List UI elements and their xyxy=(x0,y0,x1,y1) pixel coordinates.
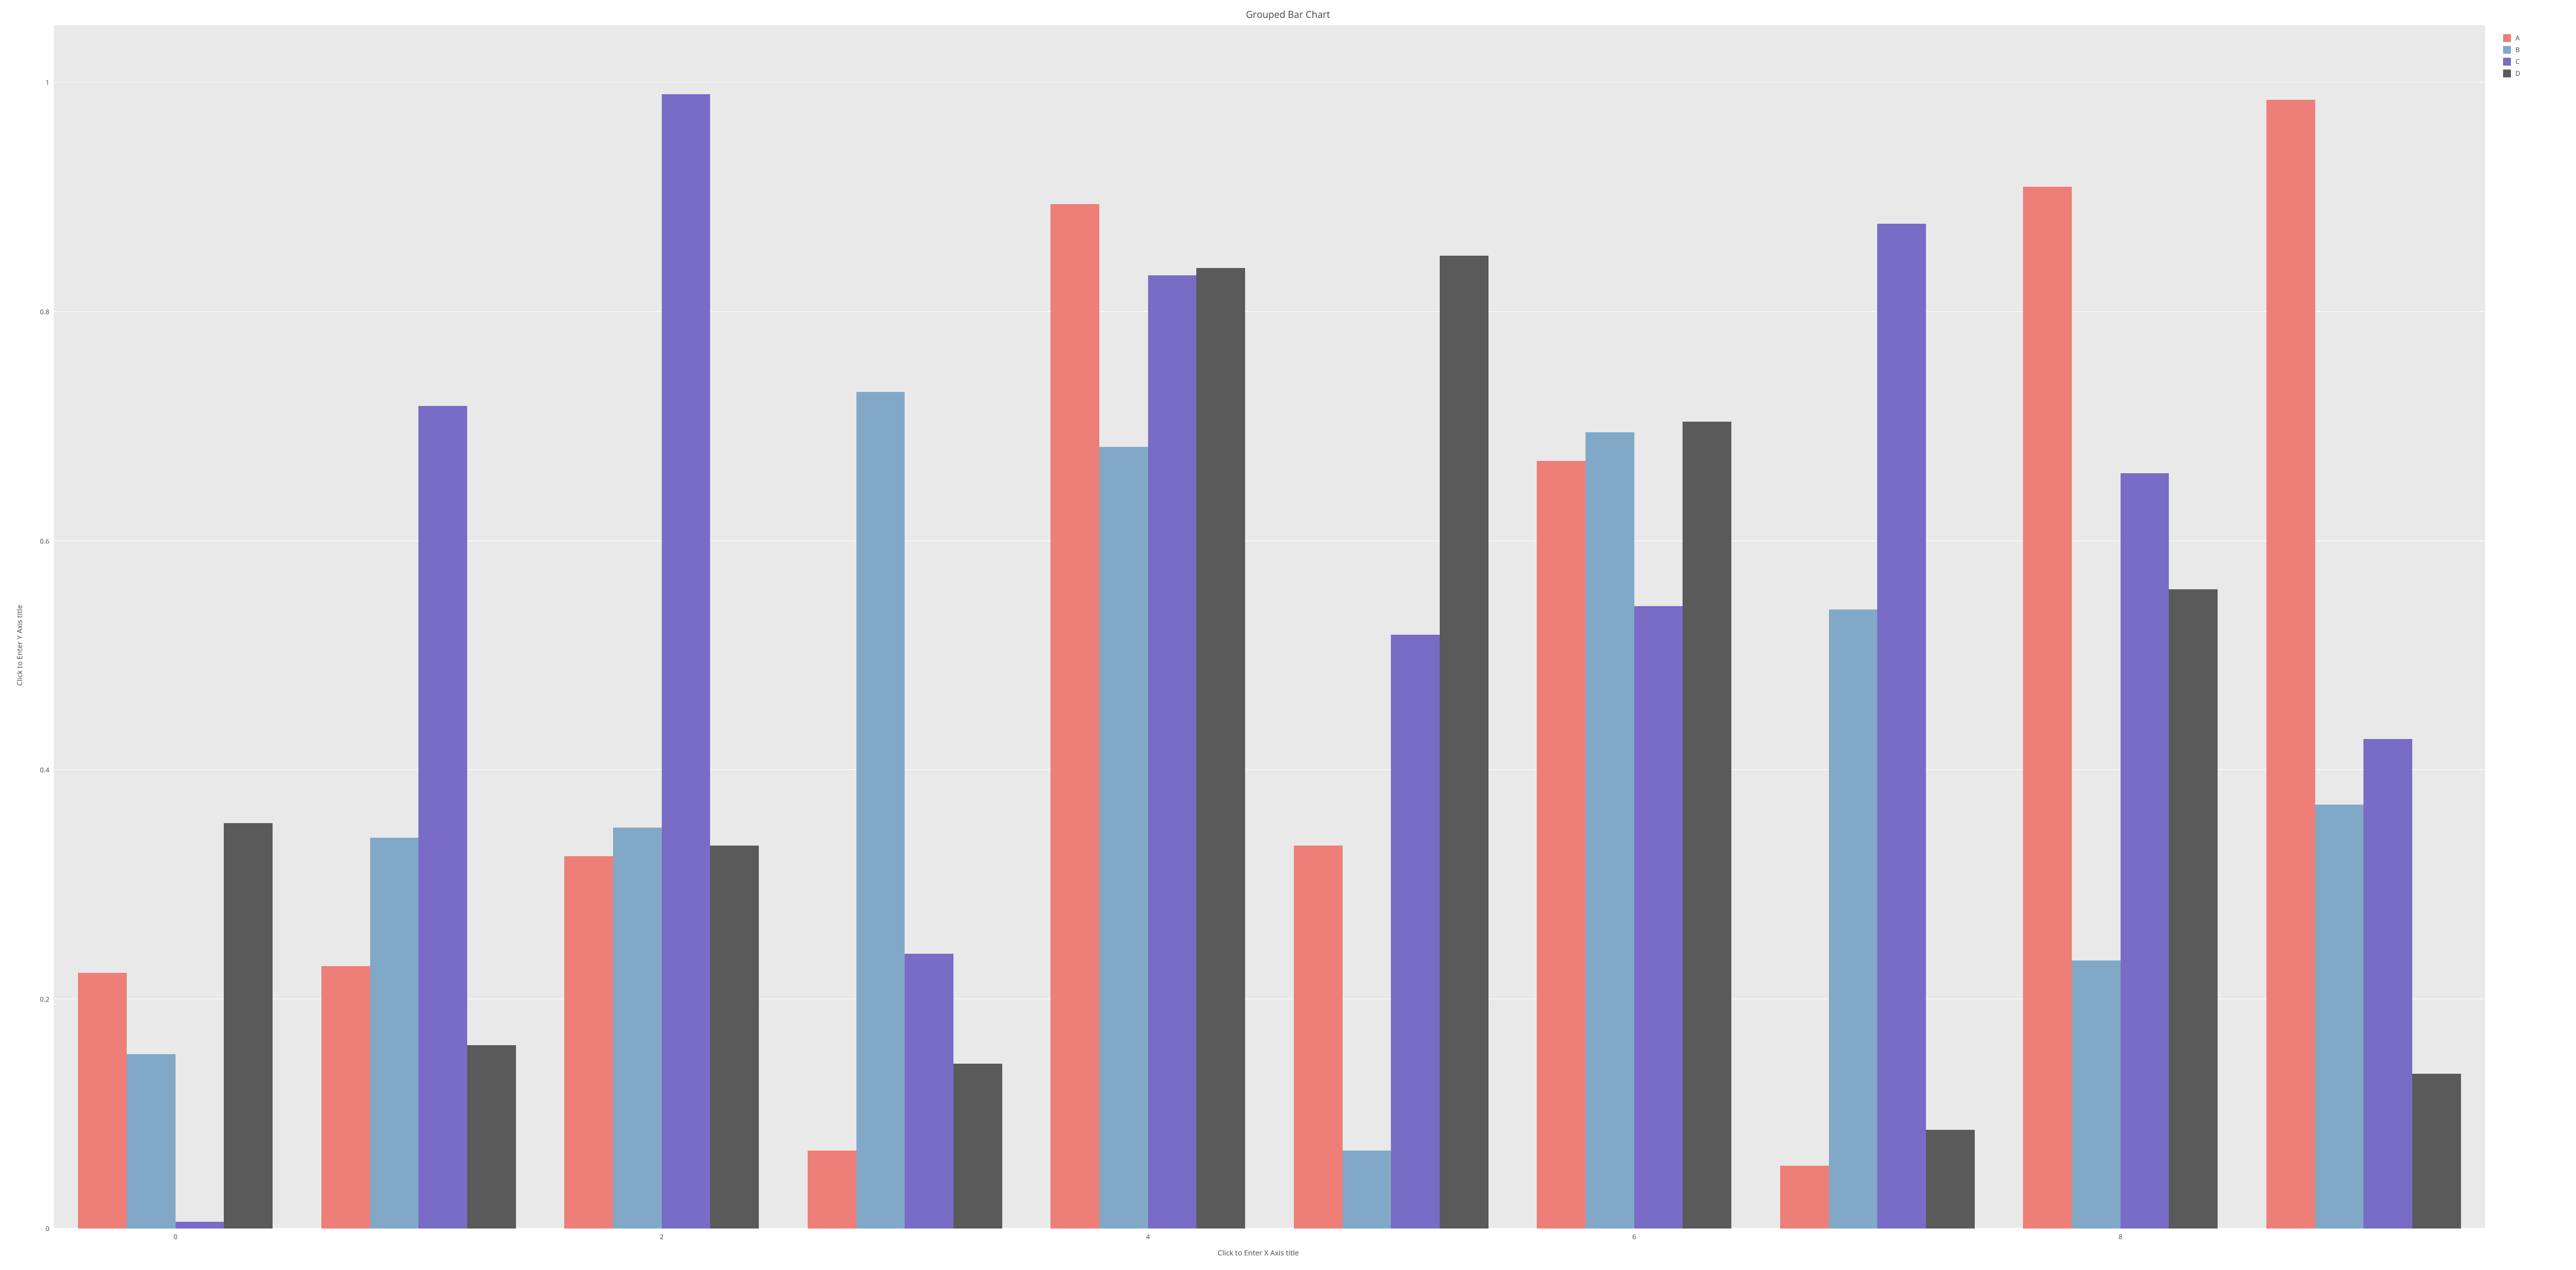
y-tick-label: 0.2 xyxy=(40,995,54,1004)
bar[interactable] xyxy=(1050,204,1099,1229)
bar[interactable] xyxy=(1634,606,1683,1229)
bar[interactable] xyxy=(1780,1166,1829,1229)
y-tick-label: 0 xyxy=(45,1224,54,1234)
y-tick-label: 0.8 xyxy=(40,307,54,316)
x-tick-label: 2 xyxy=(660,1229,663,1241)
legend-swatch xyxy=(2503,58,2511,66)
bar-group-inner xyxy=(1537,25,1731,1229)
bar[interactable] xyxy=(78,973,127,1229)
bar[interactable] xyxy=(2072,960,2121,1229)
bar-group-inner xyxy=(808,25,1002,1229)
bar-groups xyxy=(54,25,2485,1229)
bar[interactable] xyxy=(1586,432,1634,1229)
bar[interactable] xyxy=(1829,609,1878,1229)
bar[interactable] xyxy=(1537,461,1586,1229)
bar[interactable] xyxy=(1294,846,1343,1229)
bar-group-inner xyxy=(1050,25,1245,1229)
bar[interactable] xyxy=(2266,100,2315,1229)
legend-swatch xyxy=(2503,70,2511,77)
x-tick-label: 8 xyxy=(2118,1229,2122,1241)
bar-group xyxy=(1026,25,1270,1229)
bar-group-inner xyxy=(1780,25,1975,1229)
bar[interactable] xyxy=(1099,447,1148,1229)
bar[interactable] xyxy=(905,954,953,1229)
legend-swatch xyxy=(2503,46,2511,54)
legend-label: A xyxy=(2515,33,2520,43)
bar[interactable] xyxy=(370,838,419,1229)
plot-inner[interactable]: 00.20.40.60.8102468 xyxy=(54,25,2485,1229)
chart-title[interactable]: Grouped Bar Chart xyxy=(0,0,2576,25)
bar[interactable] xyxy=(1148,275,1197,1229)
bar-group xyxy=(297,25,541,1229)
bar[interactable] xyxy=(224,823,273,1229)
bar[interactable] xyxy=(321,966,370,1229)
bar[interactable] xyxy=(1343,1151,1391,1229)
bar-group-inner xyxy=(321,25,516,1229)
bar[interactable] xyxy=(2315,805,2364,1229)
bar[interactable] xyxy=(127,1054,176,1229)
page: Grouped Bar Chart Click to Enter Y Axis … xyxy=(0,0,2576,1270)
y-tick-label: 0.6 xyxy=(40,536,54,546)
legend-label: B xyxy=(2515,45,2520,54)
x-tick-label: 0 xyxy=(173,1229,177,1241)
bar-group-inner xyxy=(2266,25,2461,1229)
legend-item[interactable]: B xyxy=(2503,45,2565,54)
x-axis-label[interactable]: Click to Enter X Axis title xyxy=(27,1244,2490,1266)
bar[interactable] xyxy=(953,1064,1002,1229)
y-tick-label: 0.4 xyxy=(40,765,54,775)
bar[interactable] xyxy=(2363,739,2412,1229)
plot-wrap: 0 0.2 0.4 0.6 0.8 1 0 2 4 6 8 Click to Enter X Axi… xyxy=(27,25,2490,1266)
bar[interactable] xyxy=(467,1045,516,1229)
bar[interactable] xyxy=(662,94,711,1229)
legend-label: D xyxy=(2515,68,2520,78)
legend-item[interactable]: A xyxy=(2503,33,2565,43)
bar[interactable] xyxy=(856,392,905,1229)
plot-area: 0 0.2 0.4 0.6 0.8 1 0 2 4 6 8 xyxy=(27,25,2490,1244)
bar-group xyxy=(1270,25,1513,1229)
bar-group xyxy=(2242,25,2486,1229)
bar[interactable] xyxy=(1196,268,1245,1229)
bar[interactable] xyxy=(2412,1074,2461,1229)
y-axis-label[interactable]: Click to Enter Y Axis title xyxy=(14,605,24,686)
bar[interactable] xyxy=(2169,589,2218,1229)
bar-group-inner xyxy=(564,25,759,1229)
bar-group xyxy=(784,25,1027,1229)
bar-group-inner xyxy=(78,25,273,1229)
bar[interactable] xyxy=(564,856,613,1229)
y-axis-label-wrap: Click to Enter Y Axis title xyxy=(11,25,27,1266)
legend-label: C xyxy=(2515,57,2520,66)
legend-swatch xyxy=(2503,34,2511,42)
bar-group xyxy=(540,25,784,1229)
bar[interactable] xyxy=(1391,635,1440,1229)
bar[interactable] xyxy=(418,406,467,1229)
bar[interactable] xyxy=(176,1222,224,1229)
bar[interactable] xyxy=(1877,224,1926,1229)
bar[interactable] xyxy=(2023,187,2072,1229)
bar[interactable] xyxy=(613,828,662,1229)
bar[interactable] xyxy=(808,1151,856,1229)
bar[interactable] xyxy=(1440,256,1489,1229)
legend-item[interactable]: C xyxy=(2503,57,2565,66)
legend-item[interactable]: D xyxy=(2503,68,2565,78)
bar-group xyxy=(1999,25,2242,1229)
x-tick-label: 6 xyxy=(1632,1229,1636,1241)
legend[interactable]: ABCD xyxy=(2490,25,2565,1266)
bar-group xyxy=(54,25,297,1229)
bar[interactable] xyxy=(710,846,759,1229)
bar-group-inner xyxy=(1294,25,1489,1229)
bar-group-inner xyxy=(2023,25,2218,1229)
chart-row: Click to Enter Y Axis title 0 0.2 0.4 0.6 0.… xyxy=(0,25,2576,1270)
bar-group xyxy=(1756,25,1999,1229)
y-tick-label: 1 xyxy=(45,78,54,87)
bar[interactable] xyxy=(1926,1130,1975,1229)
x-tick-label: 4 xyxy=(1146,1229,1150,1241)
bar-group xyxy=(1513,25,1756,1229)
bar[interactable] xyxy=(2121,473,2169,1229)
bar[interactable] xyxy=(1683,422,1731,1229)
